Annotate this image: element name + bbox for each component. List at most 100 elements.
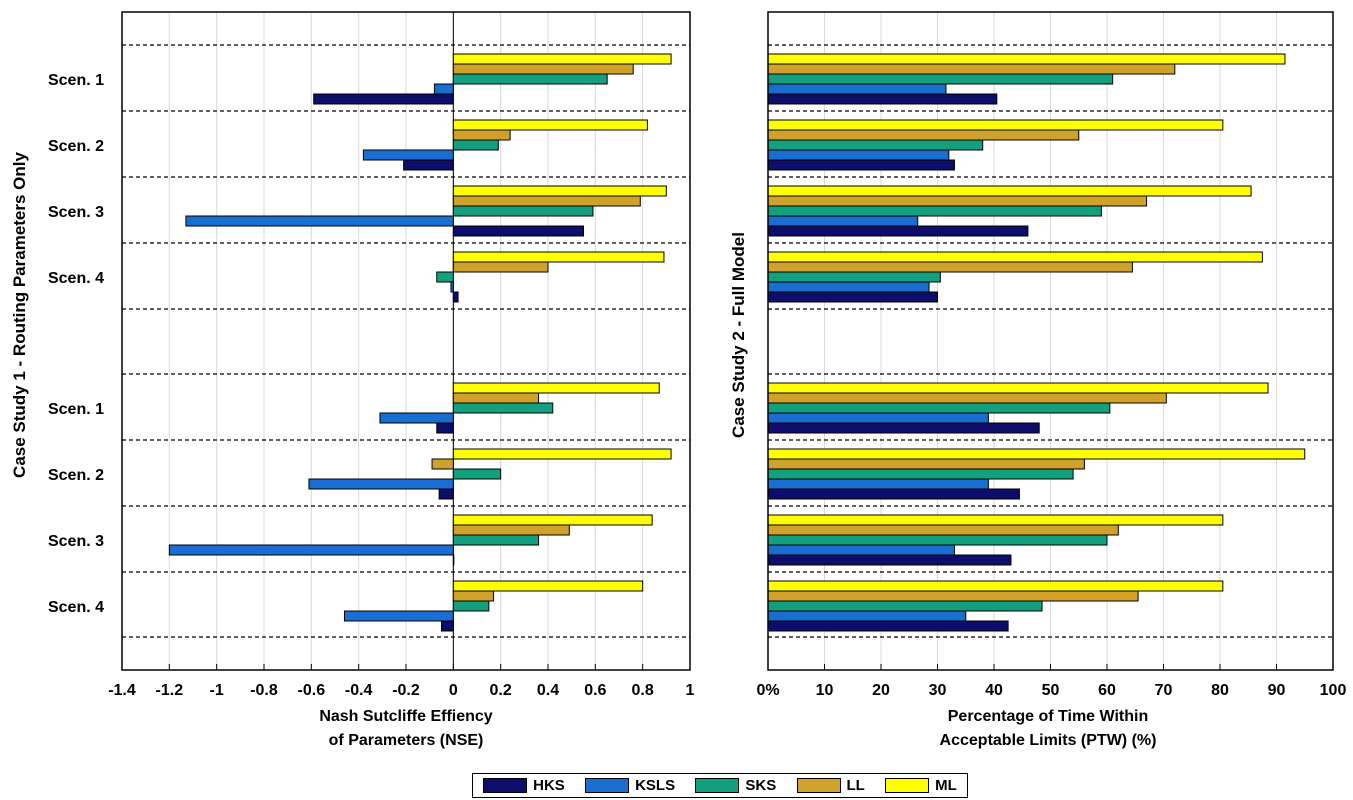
bar-ml	[767, 251, 1263, 263]
bar-ksls	[450, 281, 454, 293]
legend-item-hks: HKS	[483, 777, 565, 794]
bar-ll	[767, 590, 1139, 602]
bar-hks	[438, 488, 454, 500]
bar-ksls	[308, 478, 454, 490]
bar-hks	[403, 159, 454, 171]
legend-swatch	[585, 778, 630, 793]
bar-hks	[452, 291, 459, 303]
bar-hks	[452, 225, 585, 237]
bar-ksls	[767, 412, 989, 424]
chart-canvas: Case Study 1 - Routing Parameters Only C…	[10, 11, 1346, 749]
legend-item-ll: LL	[796, 777, 865, 794]
x-tick-label: 0.4	[537, 682, 559, 699]
bar-sks	[452, 139, 499, 151]
bar-sks	[767, 600, 1043, 612]
bar-ml	[767, 580, 1224, 592]
group-label: Scen. 1	[48, 72, 104, 89]
bar-sks	[767, 534, 1108, 546]
group-label: Scen. 3	[48, 533, 104, 550]
x-tick-label: 10	[816, 682, 834, 699]
bar-hks	[767, 488, 1020, 500]
case-study-1-label: Case Study 1 - Routing Parameters Only	[10, 151, 29, 477]
bar-ml	[452, 382, 660, 394]
legend-item-sks: SKS	[695, 777, 776, 794]
legend-swatch	[483, 778, 528, 793]
bar-ml	[767, 185, 1252, 197]
legend-item-ksls: KSLS	[585, 777, 675, 794]
x-tick-label: 0	[449, 682, 458, 699]
bar-hks	[767, 159, 955, 171]
bar-ksls	[379, 412, 454, 424]
bar-ml	[767, 53, 1286, 65]
bar-ksls	[362, 149, 454, 161]
x-tick-label: -1.4	[108, 682, 136, 699]
bar-ksls	[767, 281, 930, 293]
bar-sks	[452, 468, 502, 480]
bar-hks	[767, 422, 1040, 434]
bar-hks	[313, 93, 454, 105]
bar-sks	[767, 73, 1114, 85]
bar-sks	[452, 402, 554, 414]
bar-hks	[767, 291, 938, 303]
legend-swatch	[885, 778, 930, 793]
bar-ll	[767, 392, 1167, 404]
x-tick-label: 30	[929, 682, 947, 699]
bar-ksls	[185, 215, 454, 227]
x-tick-label: -0.6	[298, 682, 326, 699]
bar-sks	[767, 205, 1102, 217]
bar-ksls	[343, 610, 454, 622]
bar-ll	[452, 524, 570, 536]
bar-ml	[452, 185, 667, 197]
legend-label: HKS	[533, 777, 565, 794]
group-label: Scen. 3	[48, 204, 104, 221]
legend: HKS KSLS SKS LL ML	[472, 773, 968, 798]
x-axis-label: Percentage of Time Within	[948, 708, 1148, 725]
bar-hks	[767, 93, 998, 105]
bar-hks	[452, 554, 455, 566]
x-tick-label: 70	[1155, 682, 1173, 699]
bar-ll	[452, 590, 495, 602]
x-tick-label: 0.6	[584, 682, 606, 699]
bar-ll	[767, 458, 1085, 470]
bar-sks	[452, 73, 608, 85]
x-tick-label: 0.2	[490, 682, 512, 699]
bar-ll	[767, 195, 1148, 207]
bar-sks	[436, 271, 454, 283]
bar-ksls	[767, 215, 919, 227]
bar-sks	[767, 468, 1074, 480]
group-label: Scen. 2	[48, 138, 104, 155]
x-tick-label: -0.8	[250, 682, 278, 699]
group-label: Scen. 2	[48, 467, 104, 484]
legend-item-ml: ML	[885, 777, 957, 794]
bar-ksls	[767, 544, 955, 556]
bar-ksls	[767, 149, 950, 161]
bar-hks	[767, 225, 1029, 237]
x-tick-label: 0.8	[632, 682, 654, 699]
x-tick-label: -1.2	[156, 682, 184, 699]
legend-label: LL	[846, 777, 865, 794]
bar-ll	[767, 261, 1133, 273]
x-tick-label: 0%	[756, 682, 779, 699]
legend-label: KSLS	[635, 777, 676, 794]
bar-ml	[452, 448, 672, 460]
x-tick-label: 20	[872, 682, 890, 699]
bar-ml	[767, 119, 1224, 131]
x-tick-label: 50	[1042, 682, 1060, 699]
bar-ml	[767, 382, 1269, 394]
bar-ml	[452, 580, 644, 592]
x-axis-label: of Parameters (NSE)	[329, 732, 484, 749]
bar-hks	[767, 620, 1009, 632]
bar-ml	[452, 53, 672, 65]
legend-label: ML	[935, 777, 957, 794]
bar-ll	[452, 392, 540, 404]
x-axis-label: Nash Sutcliffe Effiency	[319, 708, 492, 725]
bar-hks	[767, 554, 1012, 566]
bar-ll	[452, 63, 634, 75]
bar-ksls	[433, 83, 454, 95]
bar-ll	[431, 458, 454, 470]
group-label: Scen. 1	[48, 401, 104, 418]
bar-sks	[452, 534, 540, 546]
bar-ml	[452, 514, 653, 526]
bar-ll	[767, 63, 1176, 75]
x-axis-label: Acceptable Limits (PTW) (%)	[940, 732, 1157, 749]
